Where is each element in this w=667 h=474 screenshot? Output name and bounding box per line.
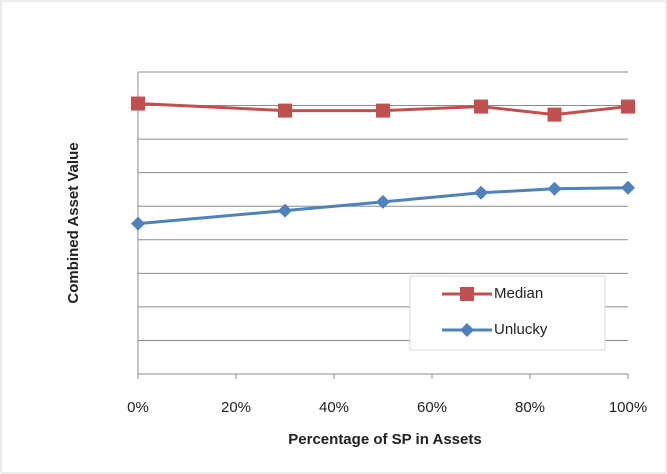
marker xyxy=(474,185,488,200)
x-tick-label: 100% xyxy=(609,399,647,416)
marker xyxy=(474,99,488,114)
marker xyxy=(621,99,635,114)
legend-marker xyxy=(460,287,474,301)
x-axis-title: Percentage of SP in Assets xyxy=(288,431,481,448)
marker xyxy=(621,180,635,195)
marker xyxy=(278,203,292,218)
x-tick-label: 40% xyxy=(319,399,349,416)
x-tick-label: 80% xyxy=(515,399,545,416)
marker xyxy=(547,181,562,196)
legend-marker xyxy=(460,323,474,337)
x-tick-label: 20% xyxy=(221,399,251,416)
marker xyxy=(547,107,562,122)
legend: Median Unlucky xyxy=(409,275,606,351)
marker xyxy=(131,216,145,231)
line xyxy=(137,186,629,226)
series xyxy=(131,96,635,122)
x-tick-label: 60% xyxy=(417,399,447,416)
marker xyxy=(278,103,292,118)
y-axis-title: Combined Asset Value xyxy=(65,142,82,303)
x-tick-label: 0% xyxy=(127,399,149,416)
legend-label: Unlucky xyxy=(494,321,548,338)
line xyxy=(137,102,629,117)
marker xyxy=(131,96,145,111)
legend-label: Median xyxy=(494,285,543,302)
series xyxy=(131,180,635,231)
marker xyxy=(376,103,390,118)
legend-box xyxy=(409,275,606,351)
marker xyxy=(376,194,390,209)
